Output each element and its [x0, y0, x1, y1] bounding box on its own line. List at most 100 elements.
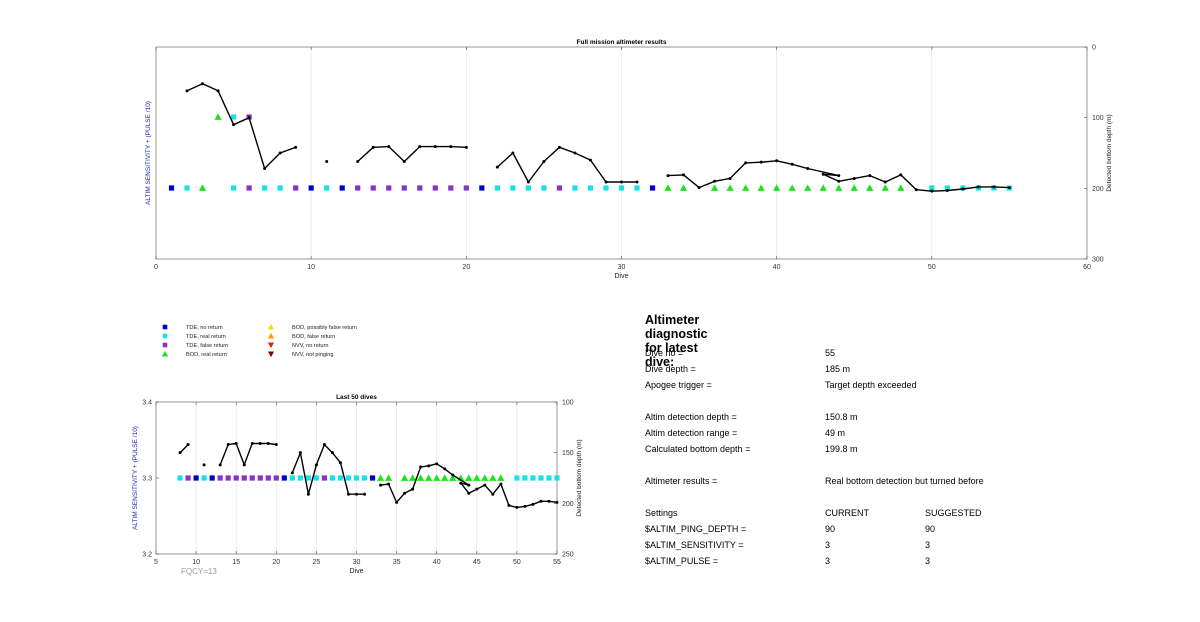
legend-tde-false-return: TDE, false return: [162, 342, 228, 349]
depth-point: [588, 158, 592, 162]
diag-value: 199.8 m: [825, 444, 858, 454]
depth-point: [759, 160, 763, 164]
marker-tde-false-return: [225, 475, 231, 481]
depth-point: [573, 151, 577, 155]
marker-tde-real-return: [522, 475, 528, 481]
marker-tde-false-return: [370, 185, 376, 191]
depth-point: [682, 173, 686, 177]
marker-tde-false-return: [241, 475, 247, 481]
marker-bod-real-return: [819, 184, 827, 191]
diag-row-dive-no: Dive no = 55: [645, 348, 1165, 360]
marker-tde-false-return: [417, 185, 423, 191]
legend-label: BOD, possibly false return: [292, 325, 357, 331]
marker-tde-real-return: [510, 185, 516, 191]
depth-point: [790, 162, 794, 166]
y-right-tick-label: 150: [562, 450, 574, 457]
marker-tde-real-return: [345, 475, 352, 481]
depth-point: [449, 145, 453, 149]
depth-point: [451, 473, 455, 477]
legend-marker: [267, 332, 275, 339]
marker-tde-false-return: [265, 475, 271, 481]
depth-point: [403, 491, 407, 495]
marker-bod-real-return: [866, 184, 874, 191]
depth-point: [178, 451, 182, 455]
depth-point: [314, 463, 318, 467]
depth-point: [930, 189, 934, 193]
marker-bod-real-return: [376, 474, 385, 481]
depth-point: [435, 462, 439, 466]
marker-tde-false-return: [233, 475, 239, 481]
setting-label: $ALTIM_SENSITIVITY =: [645, 540, 744, 550]
depth-point: [411, 487, 415, 491]
diag-row-detection-depth: Altim detection depth = 150.8 m: [645, 412, 1165, 424]
marker-bod-real-return: [417, 474, 425, 481]
marker-tde-no-return: [193, 475, 199, 481]
x-tick-label: 60: [1083, 264, 1091, 271]
setting-label: $ALTIM_PULSE =: [645, 556, 719, 566]
depth-point: [542, 159, 546, 163]
legend-label: TDE, false return: [186, 343, 228, 349]
marker-tde-real-return: [230, 185, 237, 191]
marker-tde-no-return: [339, 185, 345, 191]
x-tick-label: 20: [462, 264, 470, 271]
marker-tde-real-return: [353, 475, 360, 481]
marker-tde-real-return: [337, 475, 344, 481]
marker-bod-real-return: [214, 113, 222, 120]
legend-marker: [162, 324, 168, 330]
x-axis-label: Dive: [614, 273, 628, 280]
depth-point: [419, 465, 423, 469]
diag-row-bottom-depth: Calculated bottom depth = 199.8 m: [645, 444, 1165, 456]
y-right-tick-label: 200: [562, 501, 574, 508]
legend-marker: [267, 342, 275, 349]
depth-point: [620, 180, 623, 184]
marker-bod-real-return: [897, 184, 905, 191]
marker-tde-real-return: [587, 185, 594, 191]
diag-row-apogee-trigger: Apogee trigger = Target depth exceeded: [645, 380, 1165, 392]
diag-label: Altim detection depth =: [645, 412, 737, 422]
marker-tde-false-return: [257, 475, 263, 481]
marker-tde-real-return: [324, 185, 330, 191]
depth-point: [395, 500, 399, 504]
marker-tde-real-return: [277, 185, 283, 191]
y-right-tick-label: 100: [562, 400, 574, 407]
marker-bod-real-return: [726, 184, 734, 191]
depth-point: [234, 442, 238, 446]
marker-tde-real-return: [329, 475, 336, 481]
diag-label: Calculated bottom depth =: [645, 444, 751, 454]
marker-bod-real-return: [679, 184, 688, 191]
setting-current: 90: [825, 524, 836, 534]
depth-point: [883, 180, 887, 184]
depth-point: [666, 174, 670, 178]
y-left-tick-label: 3.4: [142, 400, 152, 407]
marker-bod-real-return: [425, 474, 433, 481]
depth-line: [291, 443, 365, 495]
marker-tde-false-return: [217, 475, 223, 481]
depth-point: [202, 463, 206, 467]
setting-label: $ALTIM_PING_DEPTH =: [645, 524, 747, 534]
marker-tde-real-return: [541, 185, 547, 191]
marker-tde-false-return: [463, 185, 469, 191]
marker-tde-false-return: [386, 185, 392, 191]
last-50-dives-chart: 5 10 15 20 25 30 35 40 45 50 55 100 150 200 250 3.2 3.3 3…: [132, 394, 583, 576]
marker-tde-false-return: [246, 185, 252, 191]
depth-point: [346, 492, 350, 496]
setting-current: 3: [825, 540, 831, 550]
setting-suggested: 3: [925, 556, 931, 566]
marker-tde-real-return: [530, 475, 536, 481]
marker-tde-real-return: [554, 475, 560, 481]
depth-point: [976, 185, 980, 189]
depth-point: [330, 451, 334, 455]
y-right-tick-label: 100: [1092, 115, 1104, 122]
marker-tde-real-return: [929, 185, 935, 191]
x-tick-label: 10: [192, 559, 200, 566]
depth-point: [356, 159, 360, 163]
x-tick-label: 35: [393, 559, 401, 566]
setting-current: 3: [825, 556, 831, 566]
depth-point: [499, 482, 503, 486]
marker-bod-real-return: [449, 474, 457, 481]
legend-marker: [161, 350, 169, 357]
marker-bod-real-return: [433, 474, 441, 481]
depth-point: [728, 176, 732, 180]
marker-tde-false-return: [293, 185, 299, 191]
settings-row-sensitivity: $ALTIM_SENSITIVITY = 3 3: [645, 540, 1165, 552]
